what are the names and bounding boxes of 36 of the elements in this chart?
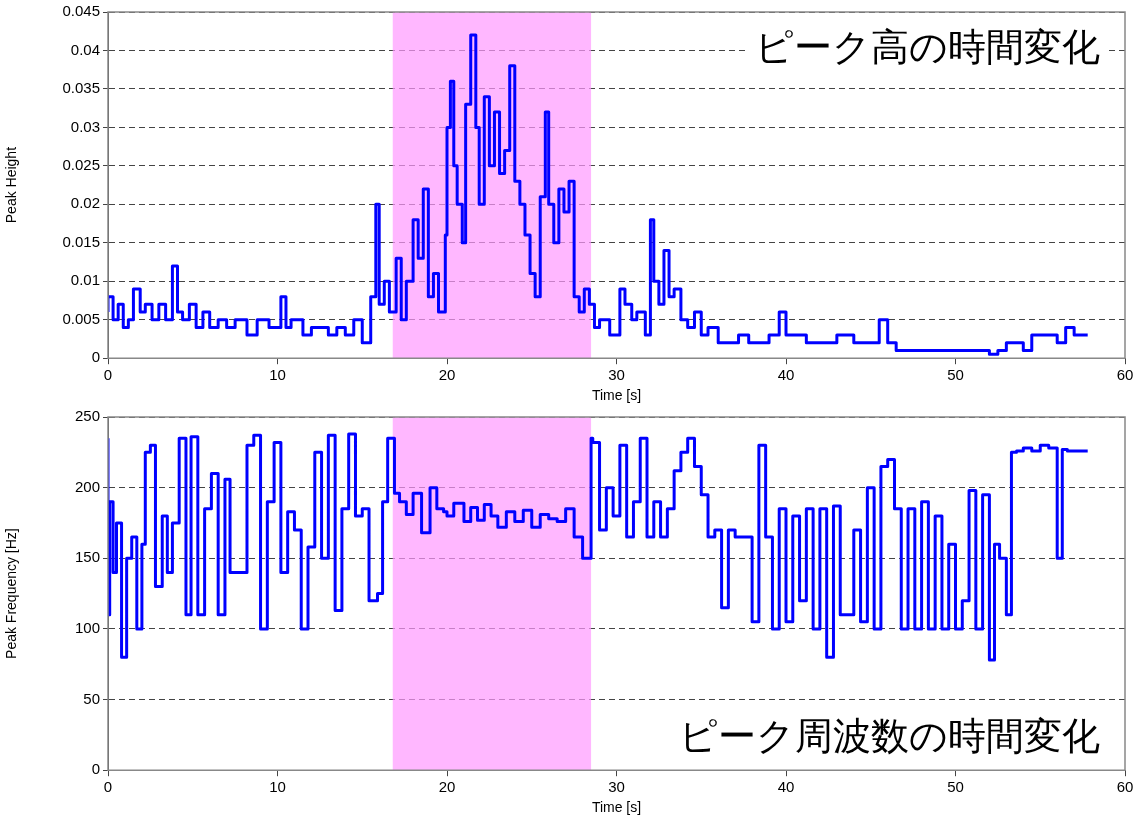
y-tick-label: 0.03	[70, 117, 100, 135]
y-axis-title: Peak Height	[3, 146, 20, 224]
x-tick-label: 30	[608, 778, 625, 796]
x-tick-label: 50	[947, 366, 964, 384]
y-tick-label: 250	[74, 407, 100, 425]
x-tick-label: 10	[269, 778, 286, 796]
y-tick-label: 0.045	[62, 2, 100, 20]
x-tick-label: 60	[1116, 778, 1134, 796]
x-tick-label: 0	[103, 778, 113, 796]
x-tick-label: 20	[438, 778, 456, 796]
x-tick-label: 40	[777, 366, 795, 384]
y-tick-label: 0.015	[62, 232, 100, 250]
y-tick-label: 50	[83, 689, 100, 707]
y-tick-label: 0.04	[70, 40, 100, 58]
x-tick-label: 50	[947, 778, 964, 796]
x-tick-label: 20	[438, 366, 456, 384]
x-axis-title: Time [s]	[591, 799, 642, 816]
y-tick-label: 100	[74, 619, 100, 637]
x-tick-label: 0	[103, 366, 113, 384]
y-tick-label: 0.02	[70, 194, 100, 212]
x-tick-label: 10	[269, 366, 286, 384]
y-tick-label: 0.005	[62, 309, 100, 327]
x-tick-label: 60	[1116, 366, 1134, 384]
y-tick-label: 0.01	[70, 271, 100, 289]
y-axis-title: Peak Frequency [Hz]	[3, 528, 20, 659]
x-axis-title: Time [s]	[591, 387, 642, 404]
y-tick-label: 150	[74, 548, 100, 566]
y-tick-label: 200	[74, 477, 100, 495]
y-tick-label: 0	[91, 348, 100, 366]
y-tick-label: 0	[91, 760, 100, 778]
annotation: ピーク高の時間変化	[755, 26, 1100, 69]
annotation: ピーク周波数の時間変化	[679, 714, 1100, 757]
x-tick-label: 40	[777, 778, 795, 796]
y-tick-label: 0.025	[62, 156, 100, 174]
y-tick-label: 0.035	[62, 79, 100, 97]
x-tick-label: 30	[608, 366, 625, 384]
